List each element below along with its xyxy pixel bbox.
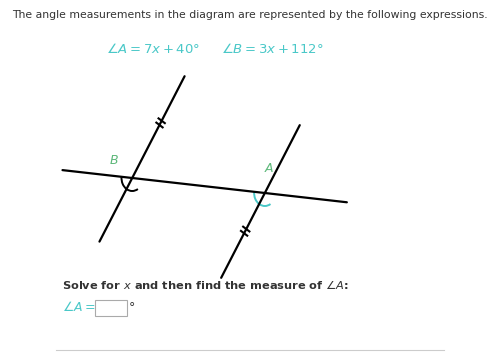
Text: °: °	[129, 302, 136, 314]
Text: B: B	[110, 154, 118, 167]
Text: The angle measurements in the diagram are represented by the following expressio: The angle measurements in the diagram ar…	[12, 10, 488, 20]
Text: $\angle A =$: $\angle A =$	[62, 300, 96, 314]
Text: Solve for $x$ and then find the measure of $\angle A$:: Solve for $x$ and then find the measure …	[62, 278, 349, 291]
Text: $\angle B = 3x + 112°$: $\angle B = 3x + 112°$	[221, 42, 324, 56]
FancyBboxPatch shape	[94, 299, 127, 316]
Text: $\angle A = 7x + 40°$: $\angle A = 7x + 40°$	[106, 42, 200, 56]
Text: A: A	[264, 162, 273, 174]
